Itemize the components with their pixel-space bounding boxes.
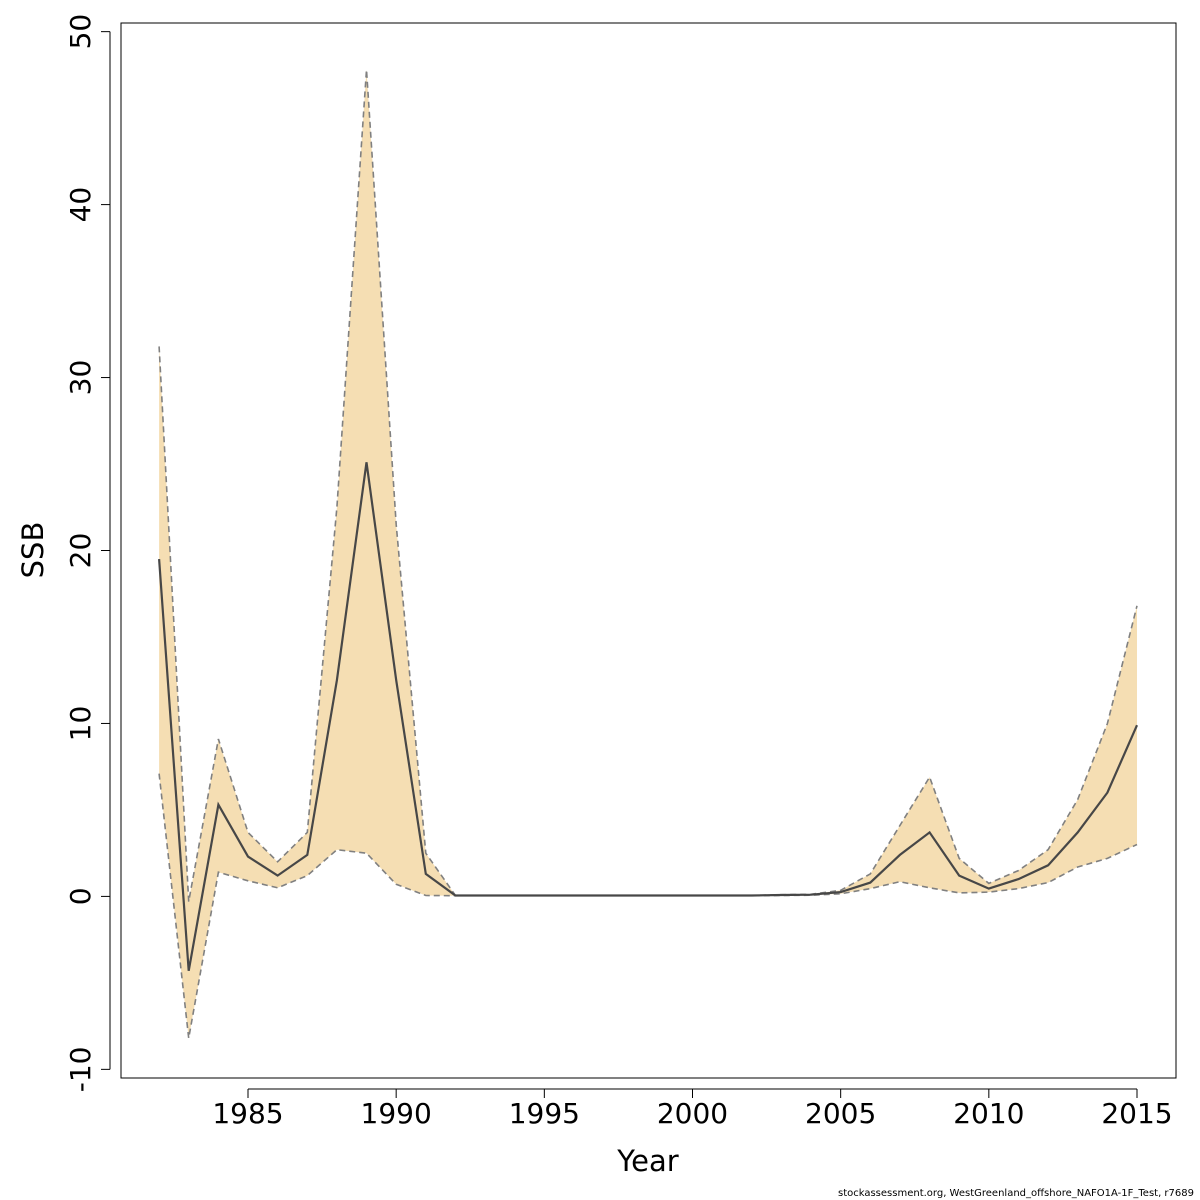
x-tick-label: 1995	[509, 1097, 580, 1130]
x-axis: 1985 1990 1995 2000 2005 2010 2015	[212, 1088, 1173, 1130]
ssb-estimate-line	[158, 462, 1139, 971]
x-tick-label: 1985	[212, 1097, 283, 1130]
y-axis: -10 0 10 20 30 40 50	[64, 14, 111, 1093]
y-tick-label: 0	[64, 887, 97, 905]
footer-credit: stockassessment.org, WestGreenland_offsh…	[837, 1188, 1194, 1199]
y-tick-label: 10	[64, 706, 97, 742]
confidence-band	[159, 69, 1138, 1039]
y-tick-label: 40	[64, 187, 97, 223]
plot-frame	[120, 22, 1177, 1079]
y-tick-label: 30	[64, 360, 97, 396]
y-axis-label: SSB	[16, 522, 50, 579]
lower-bound-line	[158, 773, 1138, 1039]
x-axis-label: Year	[616, 1144, 678, 1178]
y-tick-label: 20	[64, 533, 97, 569]
x-tick-label: 2010	[953, 1097, 1024, 1130]
y-tick-label: -10	[64, 1047, 97, 1093]
upper-bound-line	[158, 69, 1138, 902]
y-tick-label: 50	[64, 14, 97, 50]
x-tick-label: 2005	[805, 1097, 876, 1130]
x-tick-label: 2015	[1101, 1097, 1172, 1130]
x-tick-label: 2000	[657, 1097, 728, 1130]
x-tick-label: 1990	[361, 1097, 432, 1130]
